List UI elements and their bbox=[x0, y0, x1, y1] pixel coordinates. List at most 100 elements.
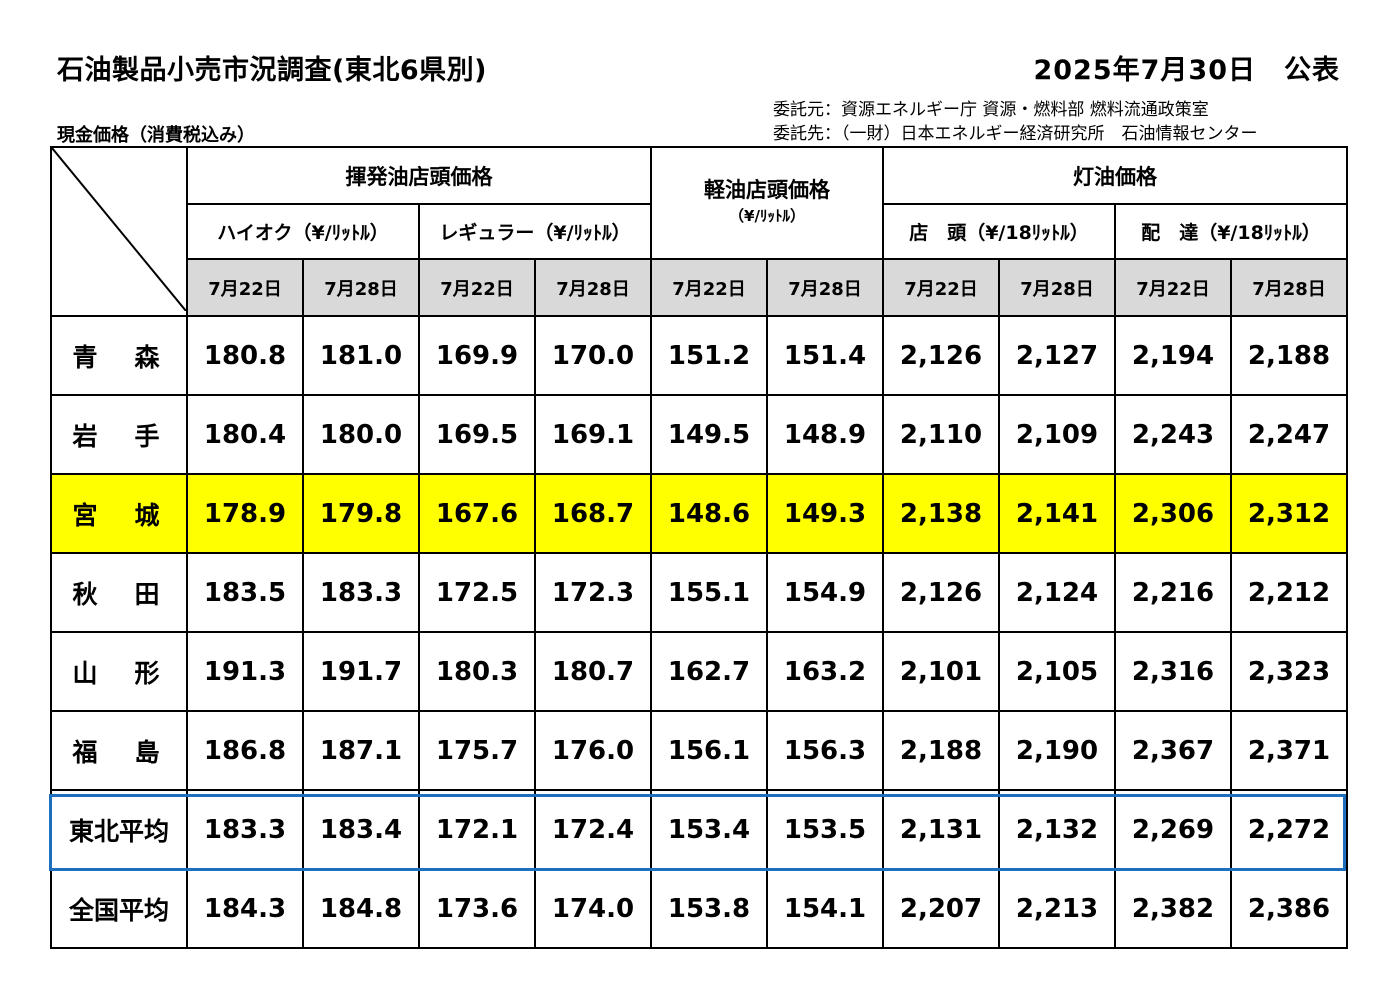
prefecture-label: 東北平均 bbox=[50, 789, 188, 870]
price-cell: 174.0 bbox=[534, 868, 652, 949]
price-cell: 168.7 bbox=[534, 473, 652, 554]
regular-header: レギュラー（¥/ﾘｯﾄﾙ） bbox=[418, 203, 652, 260]
highoctane-header: ハイオク（¥/ﾘｯﾄﾙ） bbox=[186, 203, 420, 260]
price-cell: 162.7 bbox=[650, 631, 768, 712]
price-cell: 172.1 bbox=[418, 789, 536, 870]
date-header: 7月28日 bbox=[302, 258, 420, 317]
prefecture-label: 青 森 bbox=[50, 315, 188, 396]
commission-info: 委託元：資源エネルギー庁 資源・燃料部 燃料流通政策室 委託先：（一財）日本エネ… bbox=[773, 98, 1258, 146]
prefecture-label: 全国平均 bbox=[50, 868, 188, 949]
price-cell: 183.3 bbox=[186, 789, 304, 870]
price-cell: 172.4 bbox=[534, 789, 652, 870]
price-table: 揮発油店頭価格 軽油店頭価格 （¥/ﾘｯﾄﾙ） 灯油価格 ハイオク（¥/ﾘｯﾄﾙ… bbox=[50, 146, 1348, 949]
table-row-miyagi: 宮 城 178.9 179.8 167.6 168.7 148.6 149.3 … bbox=[50, 473, 1348, 554]
price-subtitle: 現金価格（消費税込み） bbox=[57, 125, 255, 146]
price-cell: 2,216 bbox=[1114, 552, 1232, 633]
price-cell: 2,188 bbox=[1230, 315, 1348, 396]
price-cell: 163.2 bbox=[766, 631, 884, 712]
price-cell: 155.1 bbox=[650, 552, 768, 633]
kerosene-group-header: 灯油価格 bbox=[882, 146, 1348, 205]
table-row-national-average: 全国平均 184.3 184.8 173.6 174.0 153.8 154.1… bbox=[50, 868, 1348, 949]
price-cell: 2,247 bbox=[1230, 394, 1348, 475]
price-cell: 2,213 bbox=[998, 868, 1116, 949]
price-cell: 148.6 bbox=[650, 473, 768, 554]
price-cell: 2,386 bbox=[1230, 868, 1348, 949]
price-cell: 2,207 bbox=[882, 868, 1000, 949]
price-cell: 169.9 bbox=[418, 315, 536, 396]
price-cell: 2,306 bbox=[1114, 473, 1232, 554]
contractor-line: 委託先：（一財）日本エネルギー経済研究所 石油情報センター bbox=[773, 124, 1258, 144]
date-header: 7月22日 bbox=[650, 258, 768, 317]
price-cell: 2,101 bbox=[882, 631, 1000, 712]
date-header: 7月22日 bbox=[882, 258, 1000, 317]
price-cell: 170.0 bbox=[534, 315, 652, 396]
price-cell: 2,126 bbox=[882, 552, 1000, 633]
price-cell: 2,323 bbox=[1230, 631, 1348, 712]
price-cell: 183.5 bbox=[186, 552, 304, 633]
price-cell: 2,105 bbox=[998, 631, 1116, 712]
price-cell: 2,131 bbox=[882, 789, 1000, 870]
publication-date: 2025年7月30日 公表 bbox=[1033, 55, 1340, 86]
diesel-header-unit: （¥/ﾘｯﾄﾙ） bbox=[729, 207, 805, 225]
prefecture-label: 山 形 bbox=[50, 631, 188, 712]
price-cell: 167.6 bbox=[418, 473, 536, 554]
price-cell: 176.0 bbox=[534, 710, 652, 791]
price-cell: 169.1 bbox=[534, 394, 652, 475]
corner-diagonal-cell bbox=[50, 146, 188, 317]
price-cell: 186.8 bbox=[186, 710, 304, 791]
table-row-tohoku-average: 東北平均 183.3 183.4 172.1 172.4 153.4 153.5… bbox=[50, 789, 1348, 870]
price-cell: 180.0 bbox=[302, 394, 420, 475]
gasoline-group-header: 揮発油店頭価格 bbox=[186, 146, 652, 205]
kerosene-store-header: 店 頭（¥/18ﾘｯﾄﾙ） bbox=[882, 203, 1116, 260]
price-cell: 2,243 bbox=[1114, 394, 1232, 475]
page-title: 石油製品小売市況調査(東北6県別) bbox=[57, 55, 487, 86]
price-cell: 2,312 bbox=[1230, 473, 1348, 554]
price-cell: 2,188 bbox=[882, 710, 1000, 791]
date-header: 7月28日 bbox=[766, 258, 884, 317]
table-row-aomori: 青 森 180.8 181.0 169.9 170.0 151.2 151.4 … bbox=[50, 315, 1348, 396]
price-cell: 2,190 bbox=[998, 710, 1116, 791]
price-cell: 175.7 bbox=[418, 710, 536, 791]
price-cell: 180.8 bbox=[186, 315, 304, 396]
price-cell: 180.7 bbox=[534, 631, 652, 712]
price-cell: 154.1 bbox=[766, 868, 884, 949]
price-cell: 180.4 bbox=[186, 394, 304, 475]
diagonal-line bbox=[52, 148, 186, 311]
price-cell: 2,316 bbox=[1114, 631, 1232, 712]
price-cell: 180.3 bbox=[418, 631, 536, 712]
price-cell: 2,127 bbox=[998, 315, 1116, 396]
price-cell: 153.4 bbox=[650, 789, 768, 870]
date-header: 7月28日 bbox=[1230, 258, 1348, 317]
price-cell: 2,124 bbox=[998, 552, 1116, 633]
price-cell: 154.9 bbox=[766, 552, 884, 633]
date-header: 7月22日 bbox=[186, 258, 304, 317]
price-cell: 156.1 bbox=[650, 710, 768, 791]
table-row-iwate: 岩 手 180.4 180.0 169.5 169.1 149.5 148.9 … bbox=[50, 394, 1348, 475]
date-header: 7月22日 bbox=[418, 258, 536, 317]
price-cell: 173.6 bbox=[418, 868, 536, 949]
price-cell: 179.8 bbox=[302, 473, 420, 554]
price-cell: 151.2 bbox=[650, 315, 768, 396]
price-cell: 2,132 bbox=[998, 789, 1116, 870]
price-cell: 2,212 bbox=[1230, 552, 1348, 633]
price-cell: 183.4 bbox=[302, 789, 420, 870]
commissioner-line: 委託元：資源エネルギー庁 資源・燃料部 燃料流通政策室 bbox=[773, 100, 1209, 120]
date-header: 7月28日 bbox=[998, 258, 1116, 317]
price-cell: 2,126 bbox=[882, 315, 1000, 396]
price-cell: 2,382 bbox=[1114, 868, 1232, 949]
price-cell: 178.9 bbox=[186, 473, 304, 554]
price-cell: 187.1 bbox=[302, 710, 420, 791]
price-cell: 2,138 bbox=[882, 473, 1000, 554]
date-header: 7月22日 bbox=[1114, 258, 1232, 317]
price-cell: 153.5 bbox=[766, 789, 884, 870]
price-cell: 172.3 bbox=[534, 552, 652, 633]
date-header: 7月28日 bbox=[534, 258, 652, 317]
prefecture-label: 宮 城 bbox=[50, 473, 188, 554]
price-cell: 181.0 bbox=[302, 315, 420, 396]
price-cell: 2,110 bbox=[882, 394, 1000, 475]
prefecture-label: 福 島 bbox=[50, 710, 188, 791]
table-row-fukushima: 福 島 186.8 187.1 175.7 176.0 156.1 156.3 … bbox=[50, 710, 1348, 791]
price-cell: 156.3 bbox=[766, 710, 884, 791]
kerosene-delivery-header: 配 達（¥/18ﾘｯﾄﾙ） bbox=[1114, 203, 1348, 260]
price-cell: 151.4 bbox=[766, 315, 884, 396]
